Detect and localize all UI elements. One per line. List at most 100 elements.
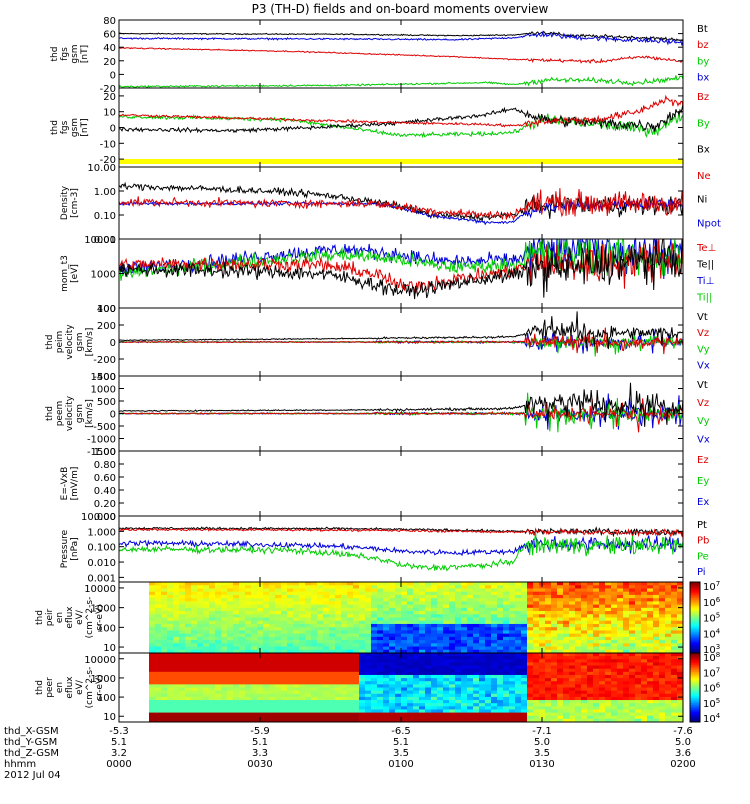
spectrogram-cell (509, 588, 516, 593)
spectrogram-cell (263, 674, 270, 679)
spectrogram-cell (263, 684, 270, 688)
spectrogram-cell (131, 601, 138, 606)
spectrogram-cell (605, 582, 612, 586)
spectrogram-cell (617, 646, 624, 651)
spectrogram-cell (425, 594, 432, 599)
spectrogram-cell (629, 649, 636, 654)
spectrogram-cell (467, 690, 474, 695)
spectrogram-cell (431, 684, 438, 688)
spectrogram-cell (407, 607, 414, 612)
spectrogram-cell (563, 630, 570, 635)
spectrogram-cell (545, 598, 552, 602)
spectrogram-cell (275, 687, 282, 692)
spectrogram-cell (371, 627, 378, 631)
orbit-row-value: 0200 (670, 759, 695, 770)
spectrogram-cell (329, 594, 336, 599)
spectrogram-cell (383, 703, 390, 707)
spectrogram-cell (629, 668, 636, 673)
spectrogram-cell (563, 640, 570, 644)
spectrogram-cell (419, 585, 426, 589)
spectrogram-cell (599, 636, 606, 641)
spectrogram-cell (575, 712, 582, 717)
spectrogram-cell (605, 709, 612, 714)
spectrogram-cell (455, 607, 462, 612)
spectrogram-cell (245, 601, 252, 606)
spectrogram-cell (485, 611, 492, 615)
spectrogram-cell (521, 681, 528, 685)
spectrogram-cell (473, 681, 480, 685)
series-line-vz (119, 398, 684, 433)
spectrogram-cell (323, 678, 330, 682)
spectrogram-cell (659, 611, 666, 615)
spectrogram-cell (575, 674, 582, 679)
spectrogram-cell (563, 681, 570, 685)
spectrogram-cell (521, 709, 528, 714)
spectrogram-cell (377, 611, 384, 615)
spectrogram-cell (299, 703, 306, 707)
spectrogram-cell (647, 674, 654, 679)
spectrogram-cell (275, 715, 282, 720)
spectrogram-cell (149, 591, 156, 596)
spectrogram-cell (467, 687, 474, 692)
spectrogram-cell (635, 712, 642, 717)
spectrogram-cell (449, 614, 456, 618)
spectrogram-cell (533, 582, 540, 586)
spectrogram-cell (185, 665, 192, 670)
spectrogram-cell (233, 601, 240, 606)
spectrogram-cell (347, 703, 354, 707)
spectrogram-cell (275, 703, 282, 707)
spectrogram-cell (299, 646, 306, 651)
spectrogram-cell (329, 668, 336, 673)
spectrogram-cell (623, 623, 630, 628)
spectrogram-cell (125, 681, 132, 685)
spectrogram-cell (377, 687, 384, 692)
spectrogram-cell (389, 709, 396, 714)
spectrogram-cell (533, 630, 540, 635)
spectrogram-cell (431, 712, 438, 717)
spectrogram-cell (203, 630, 210, 635)
spectrogram-cell (665, 623, 672, 628)
spectrogram-cell (587, 718, 594, 723)
spectrogram-cell (245, 696, 252, 701)
colorbar-tick-label: 104 (703, 712, 721, 725)
y-tick-label: 80 (103, 16, 116, 27)
spectrogram-cell (335, 649, 342, 654)
date-label: 2012 Jul 04 (4, 770, 61, 781)
spectrogram-cell (425, 643, 432, 648)
orbit-row-value: 3.5 (534, 748, 550, 759)
spectrogram-cell (587, 709, 594, 714)
spectrogram-cell (629, 656, 636, 660)
spectrogram-cell (401, 709, 408, 714)
spectrogram-cell (251, 643, 258, 648)
spectrogram-cell (533, 643, 540, 648)
spectrogram-cell (677, 611, 684, 615)
y-axis-label: E=-VxB (60, 467, 70, 501)
spectrogram-cell (143, 601, 150, 606)
spectrogram-cell (389, 640, 396, 644)
spectrogram-cell (563, 706, 570, 710)
spectrogram-cell (329, 591, 336, 596)
spectrogram-cell (665, 656, 672, 660)
spectrogram-cell (521, 649, 528, 654)
spectrogram-cell (581, 687, 588, 692)
spectrogram-cell (515, 678, 522, 682)
spectrogram-cell (377, 623, 384, 628)
spectrogram-cell (593, 582, 600, 586)
spectrogram-cell (407, 591, 414, 596)
spectrogram-cell (215, 588, 222, 593)
spectrogram-cell (119, 690, 126, 695)
spectrogram-cell (473, 671, 480, 676)
spectrogram-cell (119, 649, 126, 654)
spectrogram-cell (329, 611, 336, 615)
spectrogram-cell (299, 630, 306, 635)
spectrogram-cell (167, 703, 174, 707)
spectrogram-cell (257, 604, 264, 609)
spectrogram-cell (377, 690, 384, 695)
spectrogram-cell (653, 591, 660, 596)
spectrogram-cell (671, 627, 678, 631)
spectrogram-cell (137, 646, 144, 651)
spectrogram-cell (185, 653, 192, 657)
spectrogram-cell (569, 627, 576, 631)
spectrogram-cell (485, 585, 492, 589)
spectrogram-cell (647, 653, 654, 657)
